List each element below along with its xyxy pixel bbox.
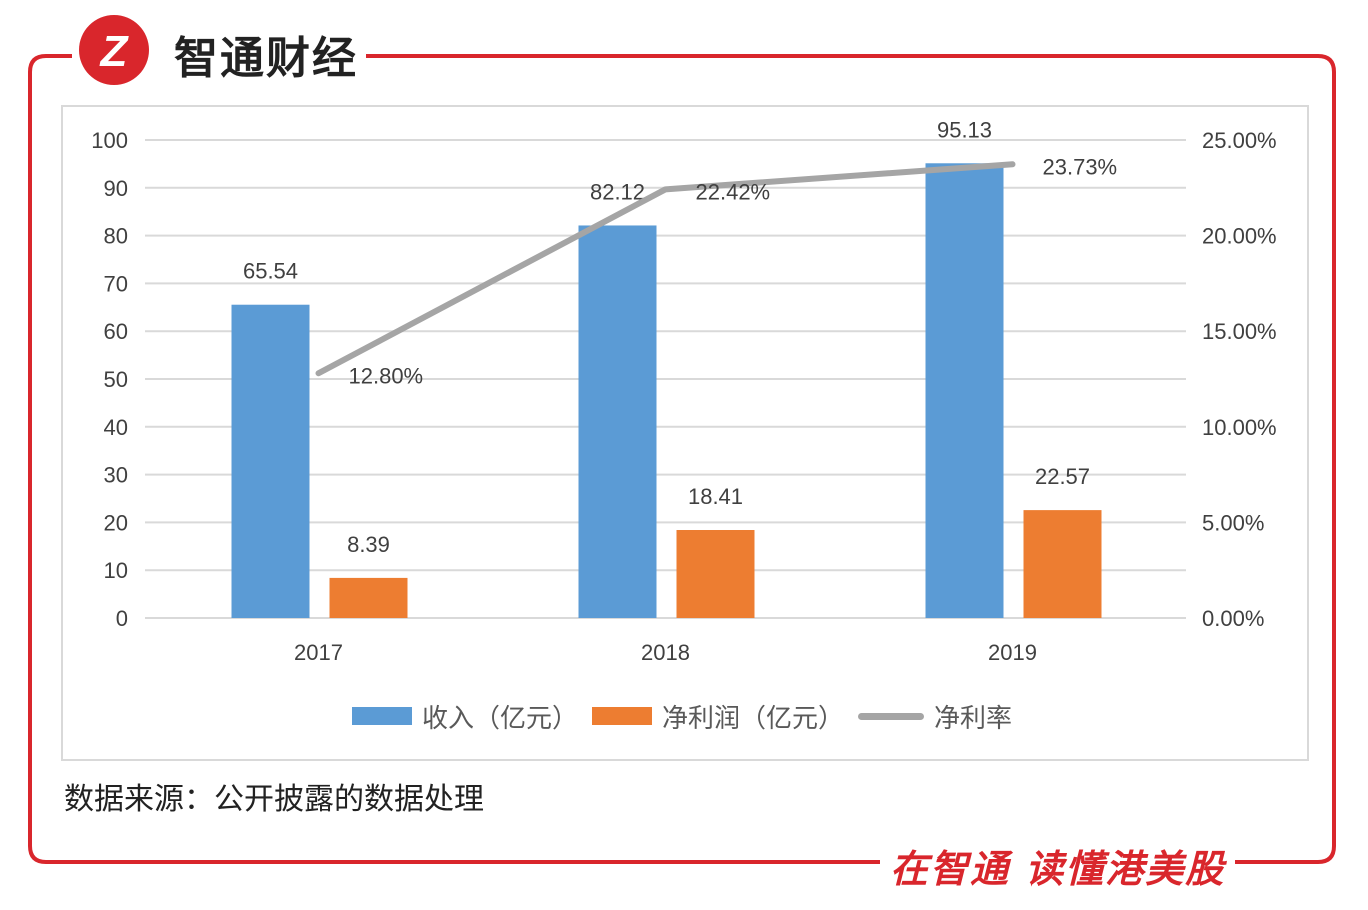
y-left-tick-label: 20 xyxy=(104,510,128,535)
data-label-net-margin: 23.73% xyxy=(1043,154,1118,179)
bar-net-profit xyxy=(676,530,755,618)
data-label-revenue: 82.12 xyxy=(590,179,645,204)
legend-label-revenue: 收入（亿元） xyxy=(422,703,579,734)
bar-net-profit xyxy=(1023,510,1102,618)
data-label-revenue: 95.13 xyxy=(937,117,992,142)
y-left-tick-label: 90 xyxy=(104,176,128,201)
bar-revenue xyxy=(231,304,310,618)
data-label-revenue: 65.54 xyxy=(243,259,298,284)
chart-legend: 收入（亿元） 净利润（亿元） 净利率 xyxy=(352,696,1026,736)
data-label-net-margin: 22.42% xyxy=(696,179,771,204)
bar-net-profit xyxy=(329,577,408,618)
logo: Z xyxy=(79,15,149,85)
y-left-tick-label: 60 xyxy=(104,319,128,344)
x-tick-label: 2018 xyxy=(641,640,690,665)
data-label-net-profit: 22.57 xyxy=(1035,464,1090,489)
y-right-tick-label: 15.00% xyxy=(1202,319,1277,344)
legend-item-net-margin: 净利率 xyxy=(858,698,1012,735)
legend-swatch-net-profit xyxy=(592,707,653,725)
y-right-tick-label: 5.00% xyxy=(1202,510,1264,535)
legend-swatch-net-margin xyxy=(858,712,925,720)
legend-item-revenue: 收入（亿元） xyxy=(352,698,578,735)
x-tick-label: 2019 xyxy=(988,640,1037,665)
y-left-tick-label: 80 xyxy=(104,224,128,249)
line-net-margin xyxy=(315,161,1016,377)
bar-revenue xyxy=(925,163,1004,618)
y-right-tick-label: 25.00% xyxy=(1202,128,1277,153)
data-label-net-profit: 8.39 xyxy=(347,532,390,557)
y-left-tick-label: 70 xyxy=(104,271,128,296)
brand-name: 智通财经 xyxy=(166,22,366,86)
bar-revenue xyxy=(578,225,657,618)
data-label-net-margin: 12.80% xyxy=(349,363,424,388)
data-label-net-profit: 18.41 xyxy=(688,484,743,509)
x-tick-label: 2017 xyxy=(294,640,343,665)
source-note: 数据来源：公开披露的数据处理 xyxy=(64,782,484,817)
legend-swatch-revenue xyxy=(352,707,412,725)
y-right-tick-label: 20.00% xyxy=(1202,224,1277,249)
y-left-tick-label: 30 xyxy=(104,463,128,488)
y-right-tick-label: 0.00% xyxy=(1202,606,1264,631)
plot-area: 0 10 20 30 40 50 60 70 80 90 100 0.00% 5.00% 10.00% 15… xyxy=(91,117,1276,665)
y-left-tick-label: 40 xyxy=(104,415,128,440)
slogan: 在智通 读懂港美股 xyxy=(880,838,1236,893)
legend-label-net-profit: 净利润（亿元） xyxy=(662,703,845,734)
logo-glyph: Z xyxy=(99,27,130,76)
y-left-tick-label: 50 xyxy=(104,367,128,392)
legend-label-net-margin: 净利率 xyxy=(934,703,1013,734)
legend-item-net-profit: 净利润（亿元） xyxy=(592,698,844,735)
y-left-tick-label: 10 xyxy=(104,558,128,583)
y-left-tick-label: 0 xyxy=(116,606,128,631)
y-left-tick-label: 100 xyxy=(91,128,128,153)
y-right-tick-label: 10.00% xyxy=(1202,415,1277,440)
